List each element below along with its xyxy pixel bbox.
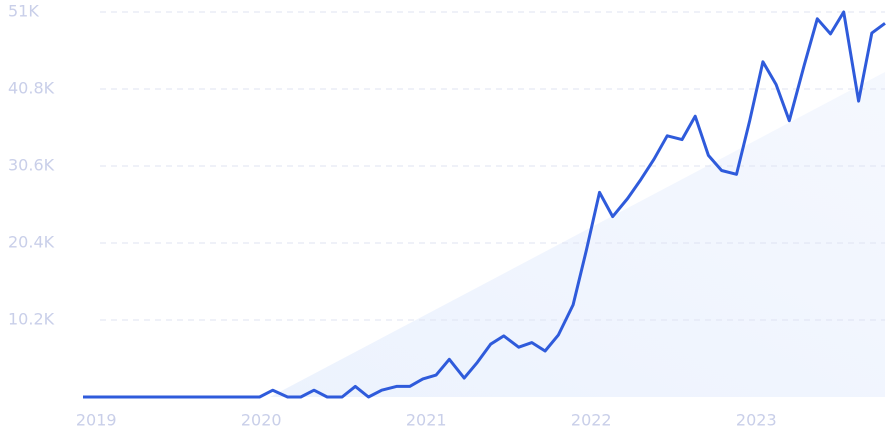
x-tick-label: 2021 — [406, 411, 447, 430]
y-tick-label: 20.4K — [8, 233, 55, 252]
x-tick-label: 2023 — [736, 411, 777, 430]
y-tick-label: 30.6K — [8, 156, 55, 175]
x-tick-label: 2022 — [571, 411, 612, 430]
trend-area — [270, 72, 885, 397]
y-tick-label: 10.2K — [8, 310, 55, 329]
line — [83, 10, 886, 399]
x-tick-label: 2019 — [76, 411, 117, 430]
y-tick-label: 51K — [8, 2, 39, 21]
y-tick-label: 40.8K — [8, 79, 55, 98]
x-tick-label: 2020 — [241, 411, 282, 430]
